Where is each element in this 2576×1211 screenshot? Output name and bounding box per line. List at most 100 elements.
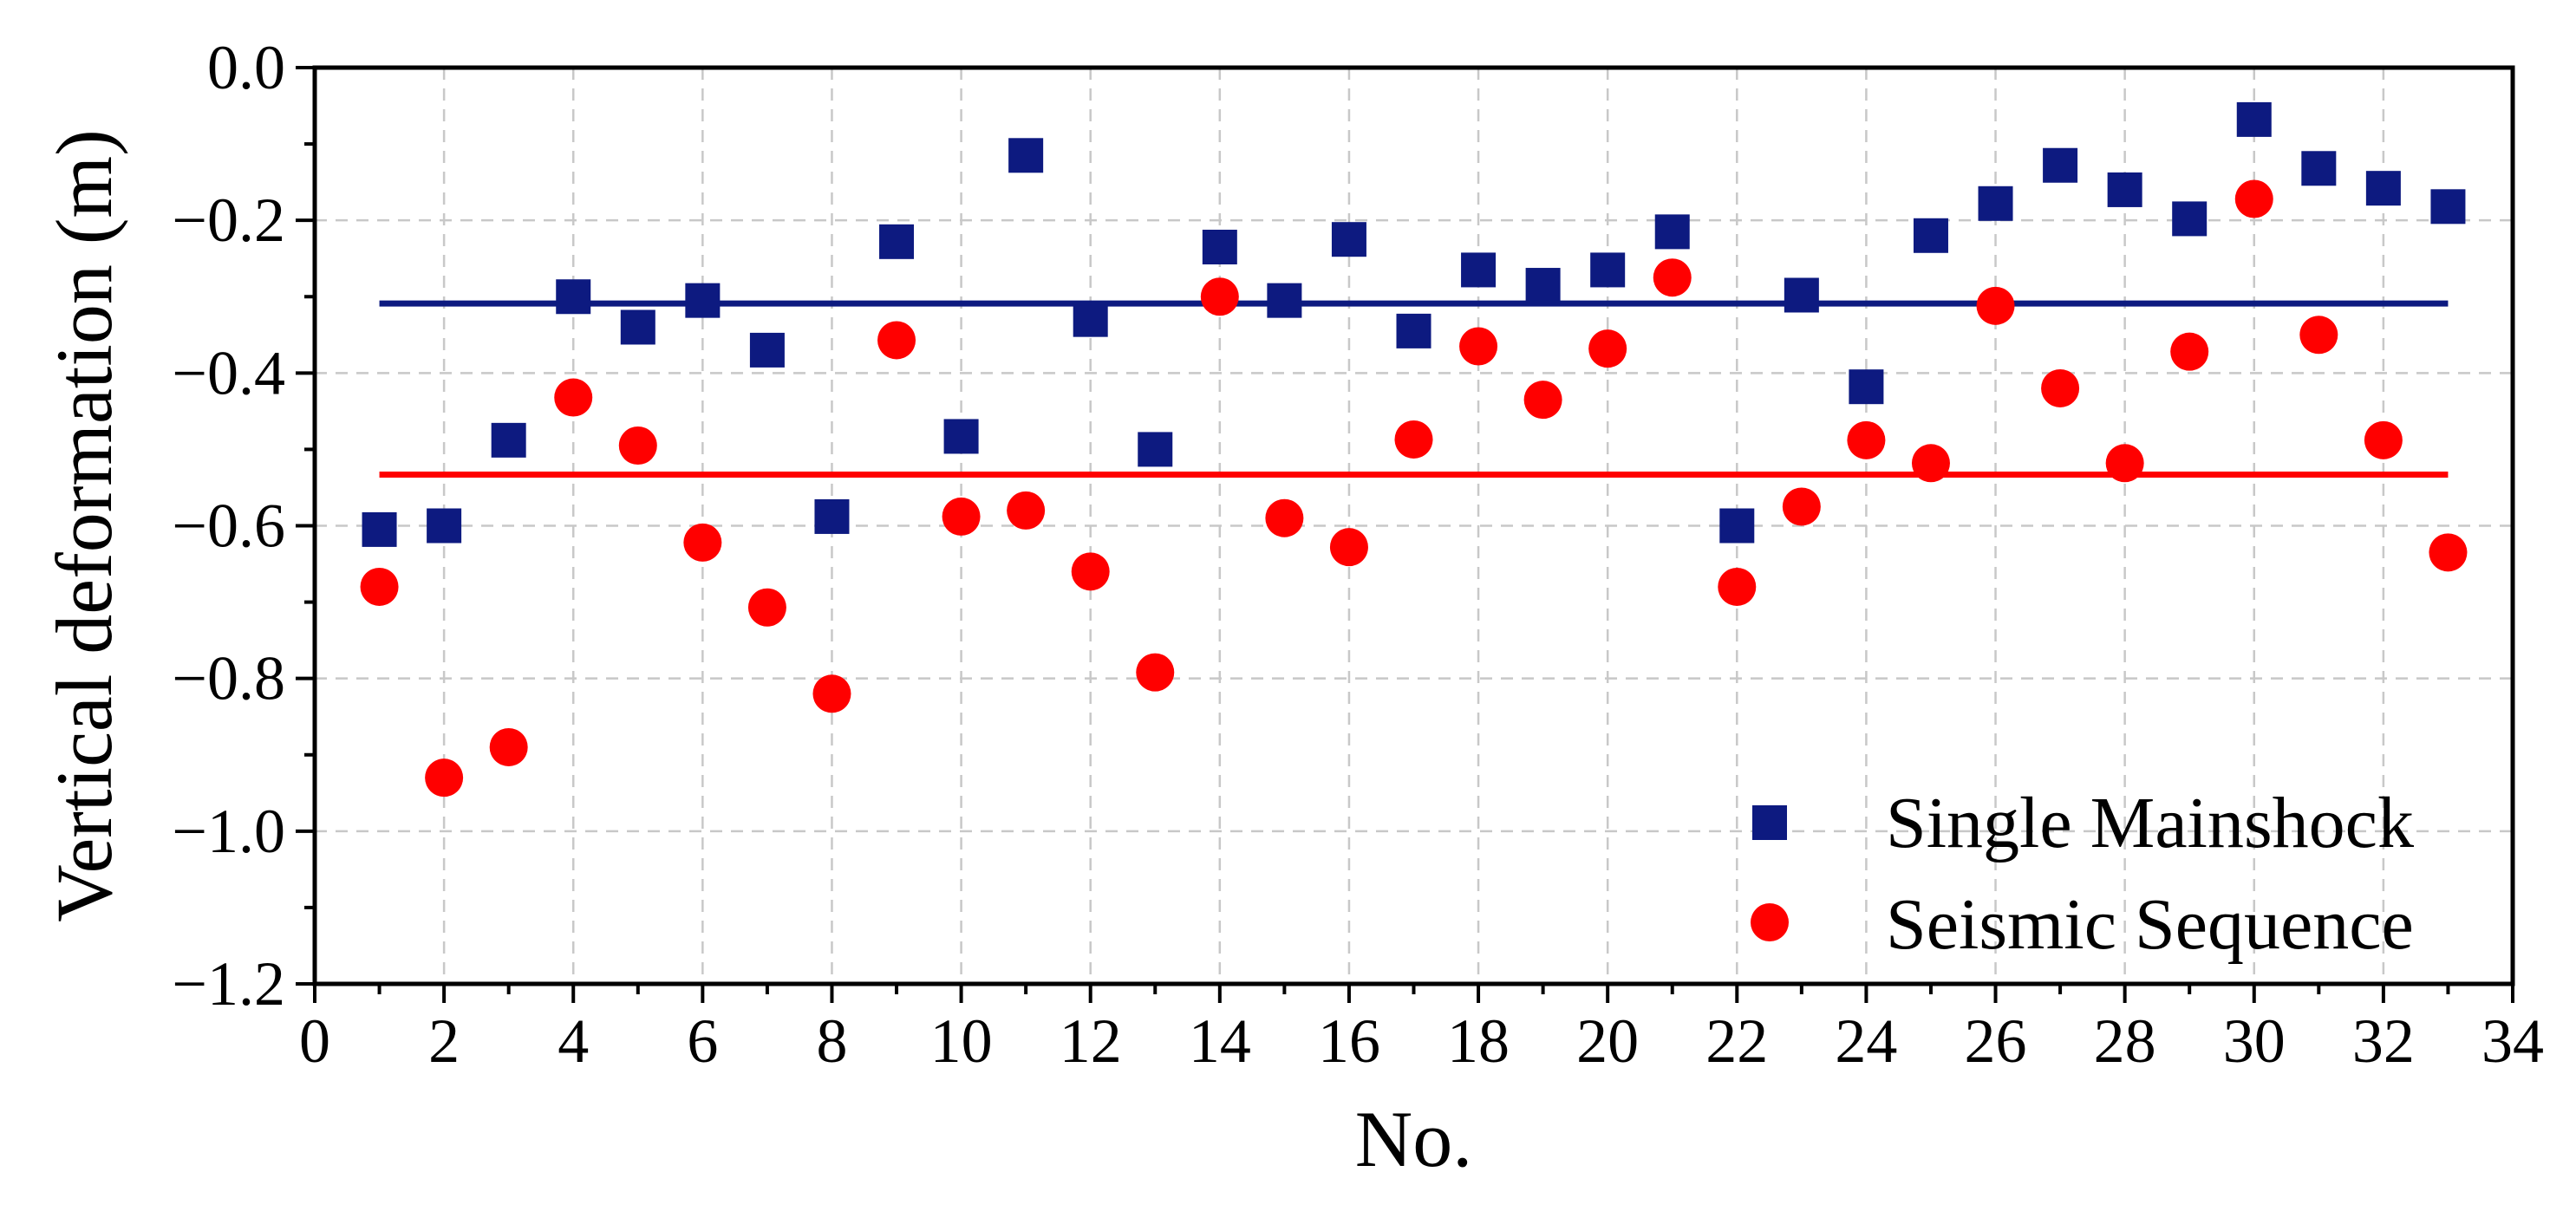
point-seismic-sequence <box>1976 286 2015 325</box>
x-tick-label: 30 <box>2223 1006 2286 1076</box>
point-seismic-sequence <box>747 588 786 627</box>
point-single-mainshock <box>1590 252 1626 288</box>
point-seismic-sequence <box>942 497 981 536</box>
y-tick-label: −0.4 <box>172 338 285 407</box>
point-seismic-sequence <box>2234 179 2273 218</box>
x-tick-label: 34 <box>2481 1006 2544 1076</box>
point-single-mainshock <box>2301 151 2337 186</box>
point-seismic-sequence <box>2170 332 2209 371</box>
point-seismic-sequence <box>618 426 657 466</box>
x-tick-label: 24 <box>1835 1006 1897 1076</box>
mean-lines <box>379 300 2449 478</box>
point-seismic-sequence <box>1136 653 1175 692</box>
point-seismic-sequence <box>877 321 916 360</box>
point-single-mainshock <box>620 309 655 345</box>
y-axis-title: Vertical deformation (m) <box>40 129 128 922</box>
point-seismic-sequence <box>1394 420 1433 459</box>
point-single-mainshock <box>2430 189 2466 225</box>
point-seismic-sequence <box>812 674 851 713</box>
point-single-mainshock <box>2236 101 2272 137</box>
point-single-mainshock <box>1525 268 1561 303</box>
legend-marker-seismic-sequence <box>1751 903 1789 941</box>
point-single-mainshock <box>556 279 591 315</box>
point-seismic-sequence <box>1782 487 1821 526</box>
grid <box>315 68 2513 984</box>
x-tick-label: 12 <box>1060 1006 1122 1076</box>
legend-label-seismic-sequence: Seismic Sequence <box>1886 884 2414 965</box>
legend: Single Mainshock Seismic Sequence <box>1751 783 2414 965</box>
point-seismic-sequence <box>1523 381 1562 420</box>
point-single-mainshock <box>943 419 979 454</box>
point-single-mainshock <box>427 508 462 544</box>
point-single-mainshock <box>1978 186 2013 221</box>
point-seismic-sequence <box>425 759 464 798</box>
y-tick-label: −0.8 <box>172 644 285 713</box>
point-seismic-sequence <box>1653 258 1692 297</box>
x-axis-title: No. <box>1355 1095 1472 1183</box>
point-single-mainshock <box>814 498 850 534</box>
point-seismic-sequence <box>360 567 399 606</box>
point-single-mainshock <box>1849 369 1884 405</box>
point-single-mainshock <box>2107 172 2142 207</box>
x-tick-label: 2 <box>428 1006 460 1076</box>
point-seismic-sequence <box>2364 420 2403 459</box>
y-tick-label: −0.6 <box>172 492 285 561</box>
point-seismic-sequence <box>1329 528 1368 567</box>
point-single-mainshock <box>1073 302 1108 337</box>
point-single-mainshock <box>1267 283 1302 318</box>
x-tick-label: 18 <box>1447 1006 1510 1076</box>
x-tick-label: 14 <box>1189 1006 1251 1076</box>
point-seismic-sequence <box>2299 316 2338 355</box>
point-single-mainshock <box>2172 201 2208 237</box>
point-single-mainshock <box>362 511 397 547</box>
axis-ticks <box>296 66 2514 1003</box>
point-single-mainshock <box>879 224 915 259</box>
point-seismic-sequence <box>1071 552 1110 591</box>
point-seismic-sequence <box>1007 491 1046 530</box>
point-single-mainshock <box>1719 508 1755 544</box>
point-seismic-sequence <box>2429 533 2468 572</box>
point-seismic-sequence <box>554 378 593 417</box>
point-single-mainshock <box>2365 171 2401 206</box>
point-seismic-sequence <box>1718 567 1757 606</box>
y-tick-label: −1.0 <box>172 797 285 866</box>
point-seismic-sequence <box>2041 368 2080 407</box>
point-single-mainshock <box>749 332 785 368</box>
x-tick-label: 10 <box>930 1006 993 1076</box>
x-tick-label: 8 <box>816 1006 847 1076</box>
x-tick-label: 28 <box>2094 1006 2156 1076</box>
point-single-mainshock <box>491 422 526 458</box>
y-tick-label: 0.0 <box>207 33 285 102</box>
x-tick-label: 22 <box>1705 1006 1768 1076</box>
x-tick-label: 16 <box>1318 1006 1380 1076</box>
x-tick-label: 6 <box>687 1006 718 1076</box>
x-tick-label: 4 <box>558 1006 589 1076</box>
x-tick-label: 26 <box>1965 1006 2027 1076</box>
point-single-mainshock <box>685 283 721 318</box>
legend-label-single-mainshock: Single Mainshock <box>1886 783 2414 863</box>
tick-labels: 0 2 4 6 8 10 12 14 16 18 20 22 24 26 28 30 32 340.0−0.2−0… <box>172 33 2544 1076</box>
point-seismic-sequence <box>1265 498 1304 537</box>
point-single-mainshock <box>1913 218 1948 253</box>
y-tick-label: −0.2 <box>172 186 285 255</box>
point-single-mainshock <box>1008 138 1044 173</box>
point-seismic-sequence <box>1459 327 1498 366</box>
point-single-mainshock <box>1138 432 1173 467</box>
point-single-mainshock <box>2043 147 2078 183</box>
point-single-mainshock <box>1784 277 1819 313</box>
point-single-mainshock <box>1654 214 1690 250</box>
point-seismic-sequence <box>1200 277 1239 316</box>
point-single-mainshock <box>1331 222 1366 257</box>
point-seismic-sequence <box>1847 420 1886 459</box>
y-tick-label: −1.2 <box>172 949 285 1019</box>
point-seismic-sequence <box>1911 444 1950 483</box>
x-tick-label: 0 <box>299 1006 330 1076</box>
point-seismic-sequence <box>2105 444 2144 483</box>
point-seismic-sequence <box>1588 329 1627 368</box>
point-single-mainshock <box>1202 229 1237 264</box>
x-tick-label: 32 <box>2352 1006 2415 1076</box>
point-single-mainshock <box>1396 313 1431 348</box>
x-tick-label: 20 <box>1576 1006 1639 1076</box>
point-single-mainshock <box>1461 252 1497 288</box>
